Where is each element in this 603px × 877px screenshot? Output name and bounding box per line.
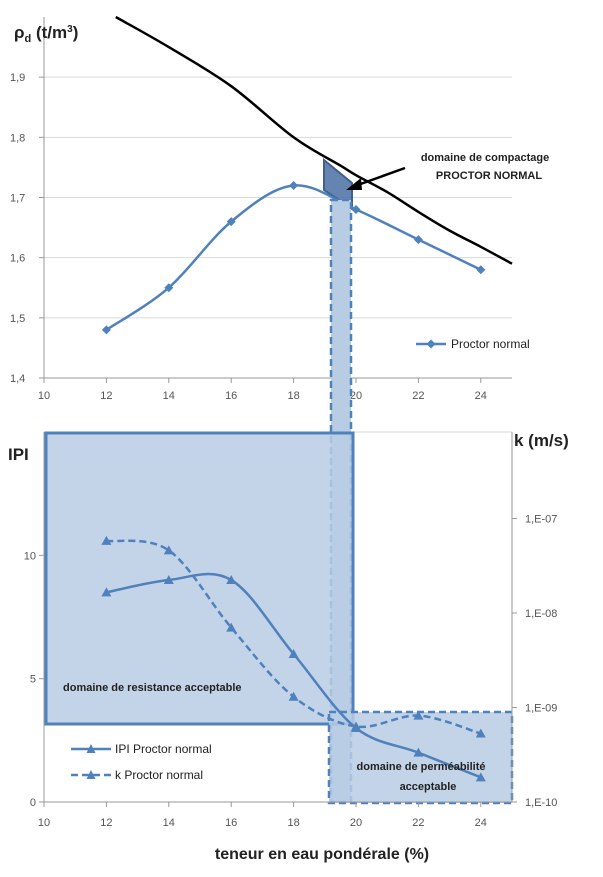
top-y-tick-label: 1,5 xyxy=(10,313,25,325)
k-axis-title: k (m/s) xyxy=(514,431,569,450)
top-x-ticks: 10 12 14 16 18 20 22 24 xyxy=(38,378,487,402)
bottom-x-tick-label: 20 xyxy=(350,817,362,829)
annotation-arrow-head xyxy=(346,178,362,190)
saturation-curve xyxy=(115,15,513,265)
k-legend-label: k Proctor normal xyxy=(115,768,203,782)
top-legend-marker xyxy=(426,339,436,349)
top-x-tick-label: 12 xyxy=(100,390,112,402)
ipi-point xyxy=(101,587,112,597)
k-point xyxy=(101,535,112,545)
x-axis-title: teneur en eau pondérale (%) xyxy=(215,846,429,863)
bottom-x-tick-label: 22 xyxy=(412,817,424,829)
bottom-x-tick-label: 12 xyxy=(100,817,112,829)
proctor-normal-markers xyxy=(101,180,486,335)
ipi-axis-title: IPI xyxy=(8,445,29,464)
proctor-normal-point xyxy=(351,205,361,215)
bottom-right-y-tick-label: 1,E-07 xyxy=(525,514,557,526)
bottom-legend: IPI Proctor normal k Proctor normal xyxy=(71,742,212,782)
bottom-left-y-tick-label: 0 xyxy=(30,797,36,809)
proctor-normal-point xyxy=(101,325,111,335)
top-y-tick-label: 1,9 xyxy=(10,72,25,84)
proctor-normal-point xyxy=(476,265,486,275)
top-y-axis-title: ρd (t/m3) xyxy=(14,23,78,45)
proctor-normal-point xyxy=(164,283,174,293)
ipi-point xyxy=(475,772,486,782)
bottom-x-tick-label: 10 xyxy=(38,817,50,829)
k-legend-marker xyxy=(86,770,96,779)
top-legend-label: Proctor normal xyxy=(451,337,530,351)
top-x-tick-label: 14 xyxy=(163,390,175,402)
top-y-tick-label: 1,4 xyxy=(10,373,25,385)
bottom-left-y-ticks: 0 5 10 xyxy=(24,550,44,809)
top-x-tick-label: 24 xyxy=(475,390,487,402)
ipi-point xyxy=(226,575,237,584)
k-point xyxy=(351,721,361,731)
ipi-legend-label: IPI Proctor normal xyxy=(115,742,212,756)
top-x-tick-label: 20 xyxy=(350,390,362,402)
k-point xyxy=(475,728,486,738)
permeability-annotation-line1: domaine de perméabilité xyxy=(357,761,486,773)
top-x-tick-label: 16 xyxy=(225,390,237,402)
proctor-normal-point xyxy=(413,235,423,245)
top-y-ticks: 1,4 1,5 1,6 1,7 1,8 1,9 xyxy=(10,72,44,385)
bottom-x-tick-label: 14 xyxy=(163,817,175,829)
bottom-right-y-tick-label: 1,E-08 xyxy=(525,608,557,620)
ipi-point xyxy=(288,649,299,658)
compaction-annotation-line2: PROCTOR NORMAL xyxy=(436,170,542,182)
permeability-annotation-line2: acceptable xyxy=(400,781,457,793)
bottom-right-y-tick-label: 1,E-10 xyxy=(525,797,557,809)
k-point xyxy=(288,691,299,701)
ipi-legend-marker xyxy=(86,744,96,753)
bottom-x-tick-label: 24 xyxy=(475,817,487,829)
top-x-tick-label: 22 xyxy=(412,390,424,402)
bottom-left-y-tick-label: 5 xyxy=(30,674,36,686)
proctor-normal-point xyxy=(289,180,299,190)
top-x-tick-label: 18 xyxy=(287,390,299,402)
top-legend: Proctor normal xyxy=(416,337,530,351)
k-proctor-markers xyxy=(101,535,486,738)
bottom-x-ticks: 10 12 14 16 18 20 22 24 xyxy=(38,802,487,829)
ipi-point xyxy=(413,747,424,757)
bottom-right-y-tick-label: 1,E-09 xyxy=(525,703,557,715)
resistance-domain xyxy=(44,431,355,726)
top-chart: 1,4 1,5 1,6 1,7 1,8 1,9 10 12 14 16 18 20 22 24 ρd (… xyxy=(10,15,549,402)
bottom-x-tick-label: 16 xyxy=(225,817,237,829)
k-point xyxy=(413,710,424,720)
bottom-right-y-ticks: 1,E-10 1,E-09 1,E-08 1,E-07 xyxy=(512,514,557,809)
bottom-left-y-tick-label: 10 xyxy=(24,550,36,562)
proctor-normal-point xyxy=(226,217,236,227)
top-gridlines xyxy=(44,76,512,319)
k-point xyxy=(163,545,174,555)
ipi-point xyxy=(163,575,174,584)
top-y-tick-label: 1,8 xyxy=(10,132,25,144)
annotation-arrow xyxy=(354,166,406,188)
resistance-annotation: domaine de resistance acceptable xyxy=(63,682,242,694)
bottom-chart: 0 5 10 1,E-10 1,E-09 1,E-08 1,E-07 10 12 14 16 18… xyxy=(8,431,569,863)
top-y-tick-label: 1,6 xyxy=(10,253,25,265)
bottom-x-tick-label: 18 xyxy=(287,817,299,829)
top-x-tick-label: 10 xyxy=(38,390,50,402)
compaction-annotation-line1: domaine de compactage xyxy=(421,152,549,164)
top-y-tick-label: 1,7 xyxy=(10,193,25,205)
k-point xyxy=(226,622,237,632)
